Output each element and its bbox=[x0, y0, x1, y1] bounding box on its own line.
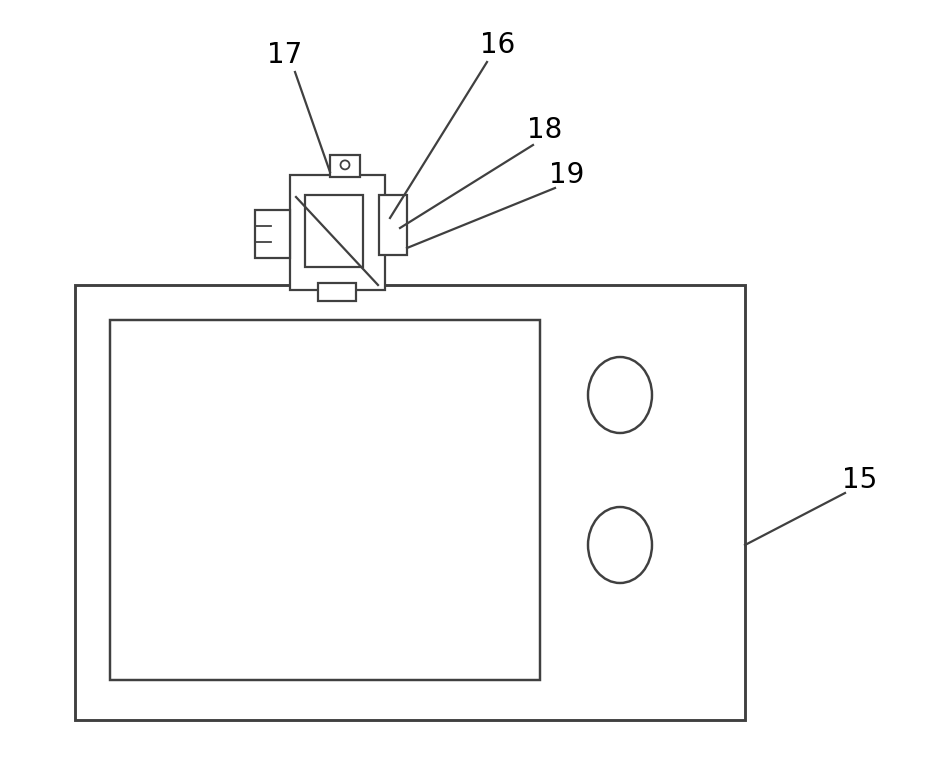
Bar bbox=[318, 283, 356, 301]
Text: 16: 16 bbox=[480, 31, 515, 59]
Bar bbox=[290, 175, 385, 290]
Bar bbox=[255, 210, 290, 258]
Bar bbox=[379, 195, 407, 255]
Bar bbox=[110, 320, 540, 680]
Text: 19: 19 bbox=[549, 161, 584, 189]
Ellipse shape bbox=[588, 357, 652, 433]
Text: 18: 18 bbox=[527, 116, 563, 144]
Bar bbox=[75, 285, 745, 720]
Ellipse shape bbox=[588, 507, 652, 583]
Bar bbox=[305, 195, 363, 267]
Bar bbox=[330, 155, 360, 177]
Text: 17: 17 bbox=[267, 41, 303, 69]
Ellipse shape bbox=[341, 161, 349, 169]
Text: 15: 15 bbox=[843, 466, 878, 494]
